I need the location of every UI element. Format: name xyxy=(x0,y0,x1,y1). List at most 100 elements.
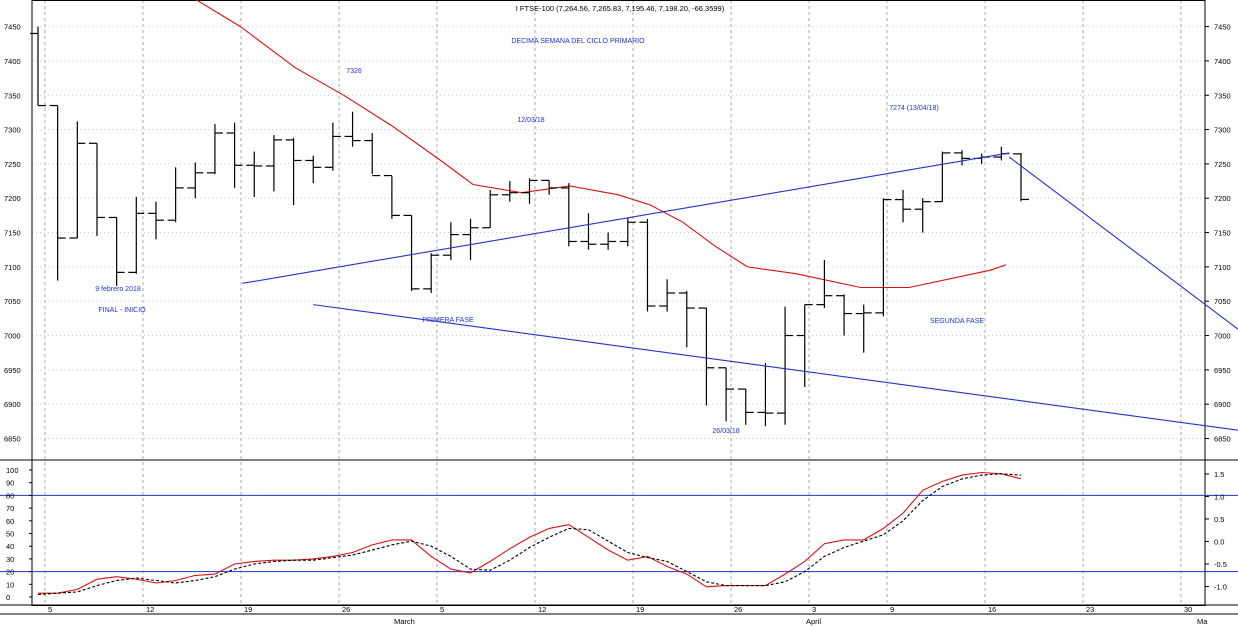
ohlc-bar xyxy=(1013,153,1029,202)
y-tick-label: 7400 xyxy=(4,57,21,66)
annotation-peak-apr: 7274 (13/04/18) xyxy=(889,105,938,112)
y-tick-label: 7100 xyxy=(1214,263,1231,272)
y-tick-label: 7450 xyxy=(1214,23,1231,32)
y-tick-label: 6950 xyxy=(4,366,21,375)
x-tick-label: 12 xyxy=(146,605,154,614)
x-tick-label: 3 xyxy=(812,605,816,614)
ohlc-bar xyxy=(501,181,518,202)
ohlc-bar xyxy=(462,218,479,261)
ohlc-bar xyxy=(737,388,754,425)
ohlc-bar xyxy=(541,179,558,195)
ohlc-bar xyxy=(855,304,872,353)
annotations: I FTSE-100 (7,264.56, 7,265.83, 7,195.46… xyxy=(95,4,984,435)
y-tick-label: 7000 xyxy=(1214,332,1231,341)
ohlc-bar xyxy=(796,304,813,388)
osc-left-tick-label: 10 xyxy=(6,580,14,589)
y-tick-label: 7150 xyxy=(4,229,21,238)
osc-right-tick-label: 0.5 xyxy=(1214,515,1224,524)
trendline xyxy=(313,304,1238,431)
osc-right-tick-label: 0.0 xyxy=(1214,538,1224,547)
ohlc-bar xyxy=(285,137,302,206)
x-tick-label: 5 xyxy=(48,605,52,614)
y-tick-label: 7000 xyxy=(4,332,21,341)
osc-left-tick-label: 0 xyxy=(6,593,10,602)
ohlc-bar xyxy=(108,216,125,287)
month-label: Ma xyxy=(1197,617,1208,626)
ohlc-bar xyxy=(88,142,105,236)
x-tick-label: 16 xyxy=(988,605,996,614)
y-tick-label: 7250 xyxy=(1214,160,1231,169)
annotation-peak-feb: 7326 xyxy=(346,68,362,75)
ohlc-bar xyxy=(639,218,656,312)
month-label: April xyxy=(806,617,821,626)
x-tick-label: 5 xyxy=(440,605,444,614)
oscillator-panel xyxy=(0,471,1238,596)
y-tick-label: 7350 xyxy=(1214,91,1231,100)
y-tick-label: 7200 xyxy=(4,194,21,203)
osc-left-tick-label: 70 xyxy=(6,504,14,513)
ohlc-bar xyxy=(344,111,361,147)
osc-right-tick-label: -1.0 xyxy=(1214,583,1227,592)
ohlc-bar xyxy=(619,217,636,247)
x-tick-label: 30 xyxy=(1184,605,1192,614)
ohlc-bar xyxy=(403,214,420,291)
annotation-phase-1: PRIMERA FASE xyxy=(422,317,474,324)
ohlc-bar xyxy=(49,104,66,281)
x-tick-label: 26 xyxy=(734,605,742,614)
ohlc-bar xyxy=(816,260,833,309)
y-tick-label: 7450 xyxy=(4,23,21,32)
ohlc-bar xyxy=(324,122,341,171)
ohlc-bar xyxy=(206,124,223,175)
ohlc-bar xyxy=(934,151,951,203)
trendline xyxy=(1008,156,1238,330)
y-tick-label: 7100 xyxy=(4,263,21,272)
ohlc-bar xyxy=(30,26,46,107)
moving-average-line xyxy=(195,0,1007,289)
ohlc-bar xyxy=(914,198,931,233)
annotation-peak-mar: 12/03/18 xyxy=(517,117,544,124)
x-tick-label: 12 xyxy=(538,605,546,614)
ohlc-bar xyxy=(954,150,971,166)
ohlc-bar xyxy=(521,178,538,204)
annotation-cycle-title: DECIMA SEMANA DEL CICLO PRIMARIO xyxy=(511,38,645,45)
osc-left-tick-label: 100 xyxy=(6,466,19,475)
ohlc-bar xyxy=(187,162,204,199)
ohlc-bar xyxy=(383,174,400,219)
ohlc-bar xyxy=(678,290,695,348)
osc-left-tick-label: 40 xyxy=(6,542,14,551)
osc-left-tick-label: 30 xyxy=(6,555,14,564)
x-tick-label: 26 xyxy=(342,605,350,614)
osc-right-tick-label: -0.5 xyxy=(1214,560,1227,569)
osc-left-tick-label: 60 xyxy=(6,517,14,526)
oscillator-line-fast xyxy=(38,471,1022,594)
oscillator-line-slow xyxy=(37,473,1022,596)
y-tick-label: 7050 xyxy=(1214,297,1231,306)
osc-left-tick-label: 50 xyxy=(6,530,14,539)
ohlc-bar xyxy=(718,367,735,422)
y-tick-label: 7250 xyxy=(4,160,21,169)
ohlc-bar xyxy=(226,122,243,188)
y-tick-label: 7150 xyxy=(1214,229,1231,238)
ohlc-bar xyxy=(246,151,263,197)
annotation-low-feb: 9 febrero 2018 xyxy=(95,286,141,293)
ohlc-bar xyxy=(895,189,912,223)
ohlc-bar xyxy=(659,279,676,312)
y-tick-label: 6950 xyxy=(1214,366,1231,375)
axis-labels: 6850690069507000705071007150720072507300… xyxy=(4,23,1231,626)
ohlc-bar xyxy=(442,222,459,261)
annotation-low-mar: 26/03/18 xyxy=(712,428,739,435)
plot-border xyxy=(31,0,1206,606)
ohlc-bar xyxy=(560,183,577,247)
osc-left-tick-label: 90 xyxy=(6,479,14,488)
y-tick-label: 7400 xyxy=(1214,57,1231,66)
ohlc-bar xyxy=(757,362,774,427)
x-tick-label: 23 xyxy=(1086,605,1094,614)
x-tick-label: 19 xyxy=(636,605,644,614)
ohlc-bar xyxy=(69,121,86,239)
y-tick-label: 6850 xyxy=(4,435,21,444)
y-tick-label: 7300 xyxy=(1214,126,1231,135)
y-tick-label: 7200 xyxy=(1214,194,1231,203)
ohlc-bar xyxy=(364,133,381,177)
x-tick-label: 9 xyxy=(890,605,894,614)
